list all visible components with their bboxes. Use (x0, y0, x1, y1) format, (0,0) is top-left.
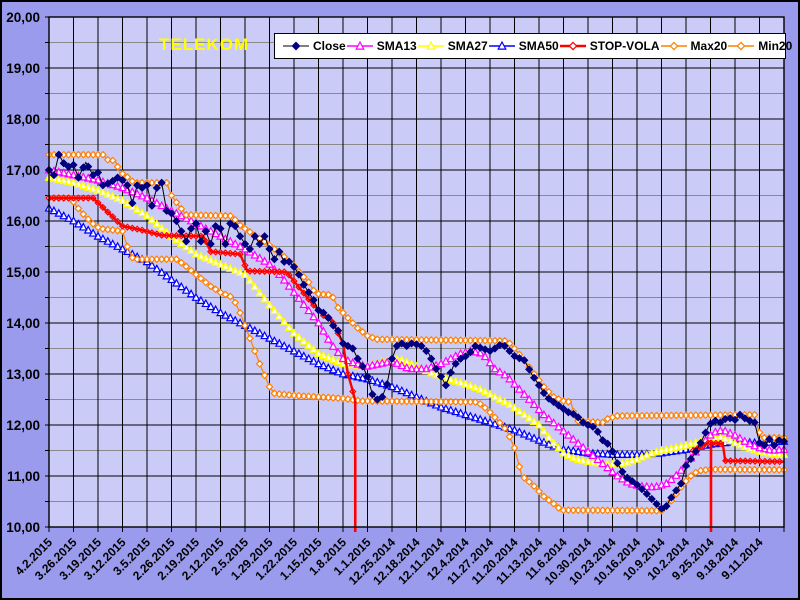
legend-label: SMA27 (447, 39, 488, 53)
stop-vola-marker-icon (559, 41, 586, 51)
close-marker-icon (283, 41, 309, 51)
series-stop-vola (45, 194, 785, 532)
legend-label: Close (313, 39, 346, 53)
legend-label: Max20 (690, 39, 728, 53)
legend-item-max20: Max20 (660, 39, 728, 53)
legend-item-sma27: SMA27 (417, 39, 488, 53)
y-axis-label: 10,00 (6, 520, 40, 535)
y-axis-label: 16,00 (6, 214, 40, 229)
legend-label: SMA50 (518, 39, 559, 53)
legend-item-close: Close (282, 39, 346, 53)
sma50-marker-icon (488, 40, 515, 50)
y-axis-label: 18,00 (6, 112, 40, 127)
min20-marker-icon (728, 41, 755, 51)
legend: Close SMA13 SMA27 SMA50 STOP-VOLA Max20 Min20 (274, 33, 792, 59)
y-axis-label: 20,00 (6, 10, 40, 25)
legend-item-stop-vola: STOP-VOLA (559, 39, 660, 53)
y-axis-label: 15,00 (6, 265, 40, 280)
y-axis-label: 11,00 (7, 469, 40, 484)
y-axis-label: 17,00 (6, 163, 40, 178)
series-close (44, 150, 789, 513)
series-line (710, 441, 785, 463)
max20-marker-icon (660, 41, 687, 51)
legend-item-sma50: SMA50 (488, 39, 559, 53)
sma13-marker-icon (346, 40, 373, 50)
series-line (49, 196, 357, 402)
y-axis-label: 19,00 (6, 61, 40, 76)
legend-item-min20: Min20 (727, 39, 792, 53)
sma27-marker-icon (417, 40, 444, 50)
legend-label: STOP-VOLA (589, 39, 660, 53)
y-axis-label: 12,00 (6, 418, 40, 433)
plot-border (48, 16, 785, 528)
y-axis-label: 13,00 (6, 367, 40, 382)
legend-label: Min20 (758, 39, 793, 53)
legend-label: SMA13 (376, 39, 417, 53)
chart-title: TELEKOM (159, 35, 250, 54)
y-axis-label: 14,00 (6, 316, 40, 331)
legend-item-sma13: SMA13 (346, 39, 417, 53)
